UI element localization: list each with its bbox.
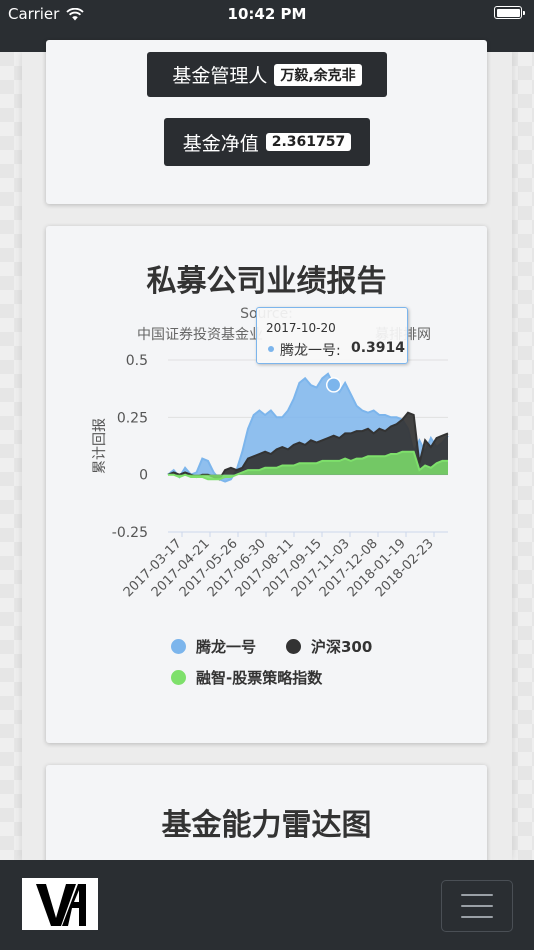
chart-tooltip: 2017-10-20 腾龙一号: 0.3914 [256, 307, 408, 364]
battery-icon [494, 6, 525, 19]
legend-label-tenglong: 腾龙一号 [196, 638, 257, 656]
tooltip-series-name: 腾龙一号: [280, 343, 341, 359]
fund-nav-label: 基金净值 [182, 132, 259, 155]
legend-swatch-rongzhi [171, 670, 186, 685]
bottom-nav-bar [0, 860, 534, 950]
y-tick-label: 0.5 [126, 353, 148, 369]
series-line-rongzhi [168, 450, 448, 481]
fund-manager-value: 万毅,余克非 [274, 63, 362, 86]
legend-label-rongzhi: 融智-股票策略指数 [196, 669, 323, 687]
y-axis-title: 累计回报 [92, 418, 108, 474]
legend-item-hs300[interactable]: 沪深300 [286, 636, 372, 657]
tooltip-series-dot [268, 346, 274, 352]
series-area-rongzhi [168, 451, 448, 480]
wifi-icon [66, 6, 84, 25]
legend-item-rongzhi[interactable]: 融智-股票策略指数 [171, 667, 322, 688]
legend-swatch-tenglong [171, 639, 186, 654]
fund-manager-label: 基金管理人 [172, 65, 268, 87]
fund-nav-badge: 基金净值 2.361757 [164, 118, 370, 166]
legend-label-hs300: 沪深300 [311, 638, 373, 656]
radar-title: 基金能力雷达图 [161, 808, 372, 843]
legend-item-tenglong[interactable]: 腾龙一号 [171, 636, 256, 657]
carrier-label: Carrier [8, 5, 60, 23]
highlight-point [325, 377, 342, 393]
y-tick-label: -0.25 [112, 525, 148, 541]
va-logo[interactable] [22, 878, 98, 930]
tooltip-date: 2017-10-20 [266, 321, 336, 335]
tooltip-value: 0.3914 [351, 340, 406, 356]
status-time: 10:42 PM [227, 5, 307, 23]
chart-subtitle-head: 中国证券投资基金业 [137, 327, 263, 343]
fund-nav-value: 2.361757 [265, 133, 352, 151]
fund-manager-badge: 基金管理人 万毅,余克非 [147, 52, 387, 97]
y-tick-label: 0.25 [117, 410, 148, 426]
hamburger-menu-icon[interactable] [441, 880, 513, 932]
chart-title: 私募公司业绩报告 [146, 264, 387, 299]
y-tick-label: 0 [139, 468, 148, 484]
legend-swatch-hs300 [286, 639, 301, 654]
